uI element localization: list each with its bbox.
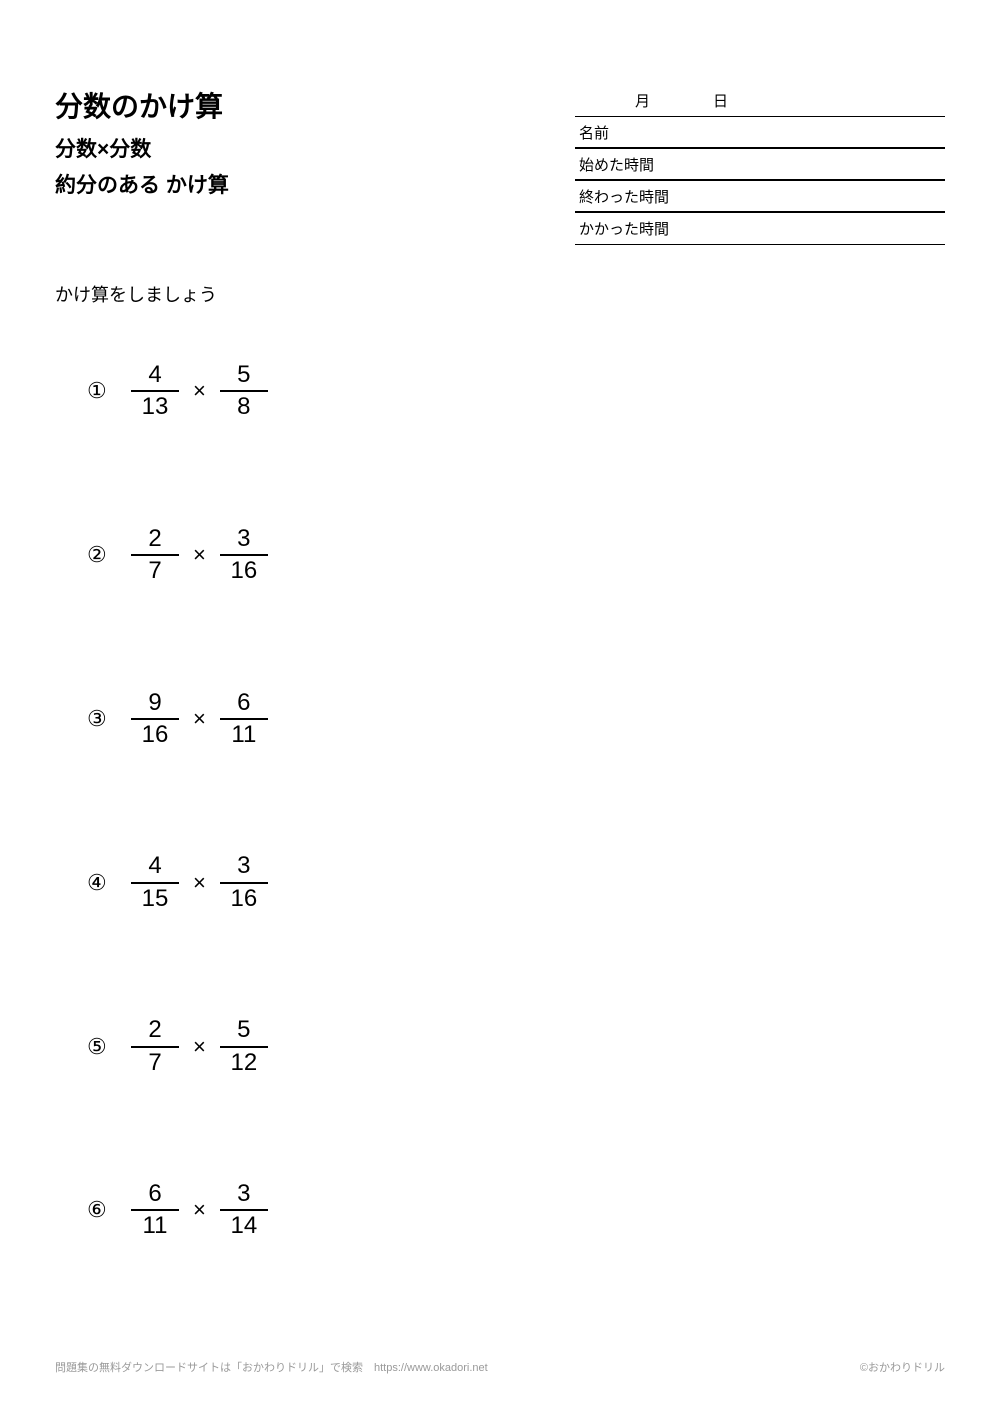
- footer-left: 問題集の無料ダウンロードサイトは「おかわりドリル」で検索 https://www…: [55, 1359, 488, 1375]
- problem-marker: ⑥: [87, 1197, 131, 1223]
- main-title: 分数のかけ算: [55, 85, 575, 125]
- operator: ×: [193, 1197, 206, 1223]
- operator: ×: [193, 542, 206, 568]
- numerator: 3: [220, 853, 268, 883]
- denominator: 8: [220, 392, 268, 420]
- info-row-name: 名前: [575, 117, 945, 149]
- operator: ×: [193, 1034, 206, 1060]
- fraction-a: 4 15: [131, 853, 179, 912]
- numerator: 2: [131, 1017, 179, 1047]
- date-row: 月 日: [575, 85, 945, 117]
- info-label-end: 終わった時間: [575, 182, 700, 211]
- numerator: 4: [131, 362, 179, 392]
- denominator: 7: [131, 556, 179, 584]
- info-value-name: [700, 128, 945, 136]
- problem-marker: ⑤: [87, 1034, 131, 1060]
- numerator: 9: [131, 690, 179, 720]
- info-table: 月 日 名前 始めた時間 終わった時間 かかった時間: [575, 85, 945, 245]
- problem-4: ④ 4 15 × 3 16: [87, 853, 945, 912]
- fraction-a: 2 7: [131, 526, 179, 585]
- fraction-a: 2 7: [131, 1017, 179, 1076]
- denominator: 16: [131, 720, 179, 748]
- fraction-b: 3 14: [220, 1181, 268, 1240]
- numerator: 5: [220, 1017, 268, 1047]
- problem-marker: ①: [87, 378, 131, 404]
- problem-1: ① 4 13 × 5 8: [87, 362, 945, 421]
- denominator: 14: [220, 1211, 268, 1239]
- problem-2: ② 2 7 × 3 16: [87, 526, 945, 585]
- denominator: 11: [220, 720, 268, 748]
- info-label-start: 始めた時間: [575, 150, 700, 179]
- numerator: 6: [220, 690, 268, 720]
- subtitle-1: 分数×分数: [55, 133, 575, 163]
- numerator: 3: [220, 526, 268, 556]
- info-value-end: [700, 192, 945, 200]
- info-label-name: 名前: [575, 118, 700, 147]
- numerator: 4: [131, 853, 179, 883]
- info-value-start: [700, 160, 945, 168]
- info-row-elapsed: かかった時間: [575, 213, 945, 245]
- info-row-end: 終わった時間: [575, 181, 945, 213]
- problem-marker: ③: [87, 706, 131, 732]
- subtitle-2: 約分のある かけ算: [55, 169, 575, 199]
- denominator: 16: [220, 884, 268, 912]
- numerator: 3: [220, 1181, 268, 1211]
- date-label: 月 日: [575, 86, 752, 115]
- numerator: 6: [131, 1181, 179, 1211]
- denominator: 11: [131, 1211, 179, 1239]
- denominator: 7: [131, 1048, 179, 1076]
- denominator: 13: [131, 392, 179, 420]
- instruction-text: かけ算をしましょう: [55, 281, 945, 307]
- problem-marker: ②: [87, 542, 131, 568]
- fraction-a: 9 16: [131, 690, 179, 749]
- problem-marker: ④: [87, 870, 131, 896]
- fraction-b: 5 12: [220, 1017, 268, 1076]
- fraction-a: 4 13: [131, 362, 179, 421]
- info-value-elapsed: [700, 225, 945, 233]
- denominator: 15: [131, 884, 179, 912]
- problem-6: ⑥ 6 11 × 3 14: [87, 1181, 945, 1240]
- fraction-a: 6 11: [131, 1181, 179, 1240]
- fraction-b: 3 16: [220, 853, 268, 912]
- problem-5: ⑤ 2 7 × 5 12: [87, 1017, 945, 1076]
- numerator: 2: [131, 526, 179, 556]
- denominator: 16: [220, 556, 268, 584]
- fraction-b: 3 16: [220, 526, 268, 585]
- denominator: 12: [220, 1048, 268, 1076]
- operator: ×: [193, 706, 206, 732]
- problem-3: ③ 9 16 × 6 11: [87, 690, 945, 749]
- fraction-b: 6 11: [220, 690, 268, 749]
- title-block: 分数のかけ算 分数×分数 約分のある かけ算: [55, 85, 575, 199]
- page-footer: 問題集の無料ダウンロードサイトは「おかわりドリル」で検索 https://www…: [55, 1359, 945, 1375]
- fraction-b: 5 8: [220, 362, 268, 421]
- operator: ×: [193, 870, 206, 896]
- problem-list: ① 4 13 × 5 8 ② 2 7 × 3 16 ③ 9 16 × 6 11: [55, 362, 945, 1240]
- numerator: 5: [220, 362, 268, 392]
- worksheet-header: 分数のかけ算 分数×分数 約分のある かけ算 月 日 名前 始めた時間 終わった…: [55, 85, 945, 245]
- info-label-elapsed: かかった時間: [575, 214, 700, 243]
- footer-right: ©おかわりドリル: [860, 1359, 945, 1375]
- info-row-start: 始めた時間: [575, 149, 945, 181]
- operator: ×: [193, 378, 206, 404]
